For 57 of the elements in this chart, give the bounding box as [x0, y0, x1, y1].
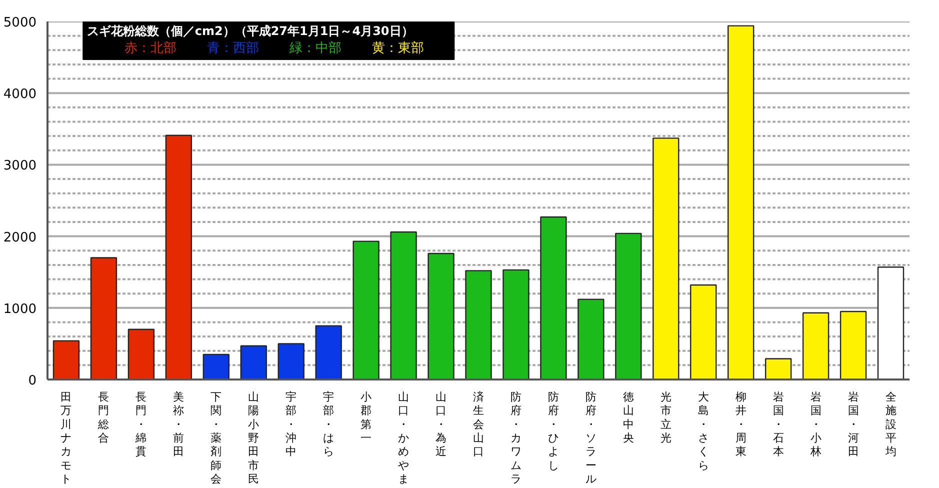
text: 黄：東部: [372, 40, 424, 56]
bar: [52, 340, 80, 380]
x-tick-label: 田万川ナカモト: [60, 390, 72, 486]
bar: [728, 25, 754, 380]
chart-title: スギ花粉総数（個／cm2）（平成27年1月1日～4月30日）: [86, 24, 414, 38]
x-tick-label: 徳山中央: [622, 390, 634, 444]
bar: [877, 266, 904, 380]
bar: [802, 312, 830, 380]
x-tick-label: 下関・薬剤師会: [210, 390, 222, 486]
bar: [764, 358, 792, 380]
y-tick-label: 1000: [3, 302, 37, 317]
bar: [502, 269, 530, 380]
bar: [202, 354, 230, 380]
x-tick-label: 大島・さくら: [698, 390, 709, 472]
bar: [90, 257, 118, 380]
bar: [840, 310, 867, 380]
text: 青：西部: [207, 40, 260, 56]
x-tick-label: 美祢・前田: [173, 390, 184, 458]
bar: [352, 240, 380, 380]
bar: [578, 298, 604, 380]
x-tick-label: 全施設平均: [884, 390, 896, 458]
bar: [652, 138, 680, 380]
x-tick-label: 防府・ひよし: [548, 390, 559, 472]
x-tick-label: 岩国・石本: [772, 390, 784, 458]
y-tick-label: 4000: [3, 87, 37, 102]
x-tick-label: 山陽小野田市民: [248, 390, 260, 486]
x-tick-label: 防府・カワムラ: [510, 390, 522, 486]
bar: [390, 231, 417, 380]
x-tick-label: 長門・綿貫: [134, 390, 147, 458]
bar: [240, 345, 267, 380]
x-tick-label: 岩国・小林: [809, 390, 822, 458]
y-tick-label: 5000: [3, 16, 37, 30]
bar: [428, 252, 454, 380]
bar: [615, 232, 642, 380]
x-tick-label: 宇部・沖中: [286, 390, 297, 458]
x-tick-label: 宇部・はら: [323, 390, 334, 458]
x-tick-label: 防府・ソラール: [585, 390, 596, 486]
text: 赤：北部: [124, 40, 177, 56]
bar: [278, 343, 304, 380]
text: 緑：中部: [288, 40, 342, 56]
x-tick-label: 小郡第一: [360, 390, 372, 444]
x-tick-label: 長門総合: [97, 390, 110, 444]
y-tick-label: 3000: [3, 158, 37, 174]
bar: [315, 325, 342, 380]
x-tick-label: 光市立光: [660, 390, 672, 444]
bar: [465, 270, 492, 380]
x-tick-label: 柳井・周東: [735, 390, 746, 458]
bar: [128, 328, 155, 380]
y-tick-label: 2000: [3, 230, 37, 246]
x-tick-label: 岩国・河田: [848, 390, 859, 458]
bar: [165, 134, 192, 380]
x-tick-label: 済生会山口: [473, 390, 484, 458]
bar: [690, 284, 717, 380]
x-tick-label: 山口・為近: [436, 390, 447, 458]
y-tick-label: 0: [28, 374, 37, 388]
x-tick-label: 山口・かめやま: [398, 390, 410, 486]
bar: [540, 216, 567, 380]
